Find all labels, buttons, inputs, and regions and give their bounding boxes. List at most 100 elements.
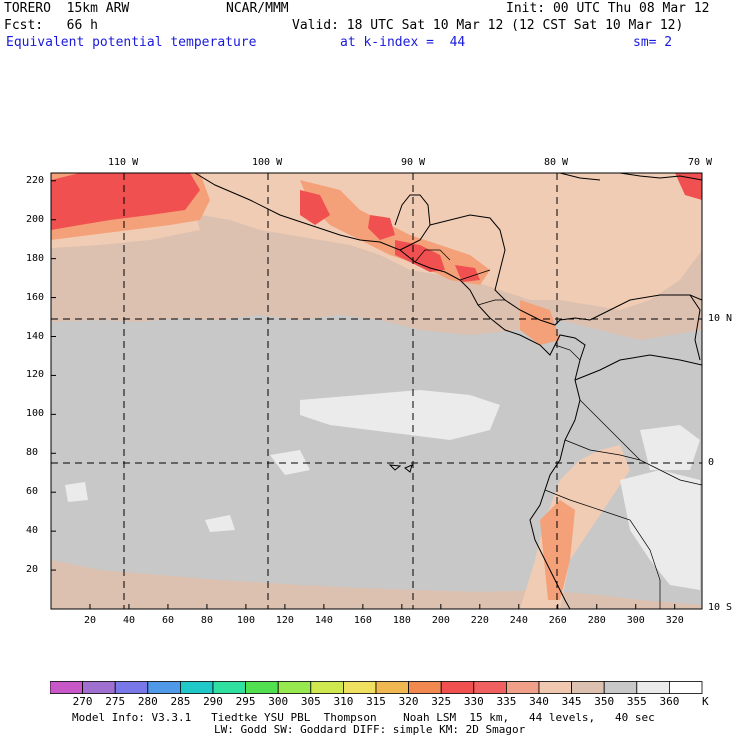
colorbar-cell xyxy=(179,681,214,694)
x-tick-label: 60 xyxy=(161,615,174,626)
physics-info: LW: Godd SW: Goddard DIFF: simple KM: 2D… xyxy=(214,723,526,736)
colorbar-label: 340 xyxy=(529,695,549,708)
colorbar-cell xyxy=(245,681,279,694)
colorbar-label: 300 xyxy=(268,695,289,708)
colorbar-cell xyxy=(408,681,442,694)
x-tick-label: 280 xyxy=(587,615,606,626)
y-tick-label: 100 xyxy=(26,408,45,420)
colorbar-cell xyxy=(473,681,507,694)
colorbar-cell xyxy=(538,681,572,694)
x-tick-label: 180 xyxy=(392,615,411,626)
colorbar-label: 330 xyxy=(463,695,484,708)
y-tick-label: 80 xyxy=(26,447,39,459)
x-tick-label: 260 xyxy=(548,615,567,626)
borders xyxy=(414,249,702,609)
y-tick-label: 160 xyxy=(26,291,45,303)
lat-label-10n: 10 N xyxy=(708,313,733,324)
lon-label-80w: 80 W xyxy=(544,157,569,168)
colorbar-cell xyxy=(375,681,409,694)
colorbar-cell xyxy=(212,681,246,694)
colorbar-cell xyxy=(603,681,638,694)
y-tick-label: 180 xyxy=(26,252,45,264)
x-tick-label: 200 xyxy=(431,615,450,626)
red-oaxaca xyxy=(368,215,395,240)
y-tick-label: 20 xyxy=(26,564,39,576)
colorbar-cell xyxy=(636,681,670,694)
colorbar-unit: K xyxy=(702,695,709,708)
colorbar-cell xyxy=(505,681,540,694)
colorbar-label: 310 xyxy=(333,695,354,708)
colorbar-cell xyxy=(440,681,475,694)
colorbar-label: 290 xyxy=(203,695,223,708)
colorbar-label: 280 xyxy=(137,695,158,708)
x-tick-label: 140 xyxy=(314,615,333,626)
lon-label-90w: 90 W xyxy=(401,157,426,168)
colorbar-label: 315 xyxy=(366,695,386,708)
x-tick-label: 20 xyxy=(83,615,97,626)
colorbar-label: 285 xyxy=(170,695,191,708)
coastlines xyxy=(194,173,702,609)
x-tick-label: 240 xyxy=(509,615,528,626)
colorbar-label: 350 xyxy=(594,695,615,708)
graticule xyxy=(51,173,702,609)
colorbar-label: 270 xyxy=(72,695,93,708)
x-tick-label: 160 xyxy=(353,615,372,626)
colorbar-label: 335 xyxy=(496,695,517,708)
red-east xyxy=(675,173,702,200)
colorbar-label: 305 xyxy=(300,695,321,708)
lon-label-100w: 100 W xyxy=(252,157,283,168)
white-patch-1 xyxy=(270,450,310,475)
colorbar-cell xyxy=(342,681,377,694)
white-patch-2 xyxy=(640,425,700,470)
x-tick-label: 300 xyxy=(626,615,645,626)
colorbar-cell xyxy=(669,681,703,694)
red-mexico xyxy=(300,190,330,225)
map-frame xyxy=(50,172,703,610)
model-info: Model Info: V3.3.1 Tiedtke YSU PBL Thomp… xyxy=(72,711,655,724)
colorbar-cell xyxy=(310,681,344,694)
colorbar-cell xyxy=(50,681,83,694)
colorbar-cell xyxy=(147,681,181,694)
y-tick-label: 140 xyxy=(26,330,45,342)
colorbar-cell xyxy=(114,681,149,694)
lat-label-0: 0 xyxy=(708,457,715,468)
field-shading xyxy=(51,173,702,609)
colorbar-label: 360 xyxy=(659,695,680,708)
x-tick-label: 40 xyxy=(122,615,135,626)
y-tick-label: 200 xyxy=(26,213,45,225)
x-tick-label: 120 xyxy=(275,615,294,626)
y-tick-label: 120 xyxy=(26,369,45,381)
y-tick-label: 60 xyxy=(26,486,39,498)
lat-label-10s: 10 S xyxy=(708,602,733,613)
lon-label-110w: 110 W xyxy=(108,157,139,168)
colorbar-label: 355 xyxy=(626,695,647,708)
colorbar-cell xyxy=(277,681,312,694)
org-name: NCAR/MMM xyxy=(226,1,289,16)
init-time: Init: 00 UTC Thu 08 Mar 12 xyxy=(506,1,710,16)
colorbar-label: 275 xyxy=(105,695,126,708)
field-name: Equivalent potential temperature xyxy=(6,35,257,50)
white-patch-4 xyxy=(205,515,235,532)
x-tick-label: 100 xyxy=(236,615,255,626)
level-index: at k-index = 44 xyxy=(340,35,466,50)
colorbar-cell xyxy=(82,681,116,694)
x-tick-label: 320 xyxy=(665,615,684,626)
smoothing: sm= 2 xyxy=(633,35,673,50)
colorbar-label: 295 xyxy=(235,695,256,708)
white-patch-central xyxy=(300,390,500,440)
lon-label-70w: 70 W xyxy=(688,157,713,168)
red-honduras xyxy=(455,265,480,282)
colorbar-label: 325 xyxy=(431,695,452,708)
valid-time: Valid: 18 UTC Sat 10 Mar 12 (12 CST Sat … xyxy=(292,18,684,33)
red-west xyxy=(51,173,200,230)
y-tick-label: 220 xyxy=(26,174,45,186)
colorbar-label: 345 xyxy=(561,695,582,708)
model-name: TORERO 15km ARW xyxy=(4,1,130,16)
forecast-hour: Fcst: 66 h xyxy=(4,18,98,33)
white-patch-3 xyxy=(65,482,88,502)
salmon-central xyxy=(300,180,490,285)
salmon-panama xyxy=(520,300,560,345)
white-patch-east xyxy=(620,470,700,590)
colorbar-cell xyxy=(571,681,605,694)
